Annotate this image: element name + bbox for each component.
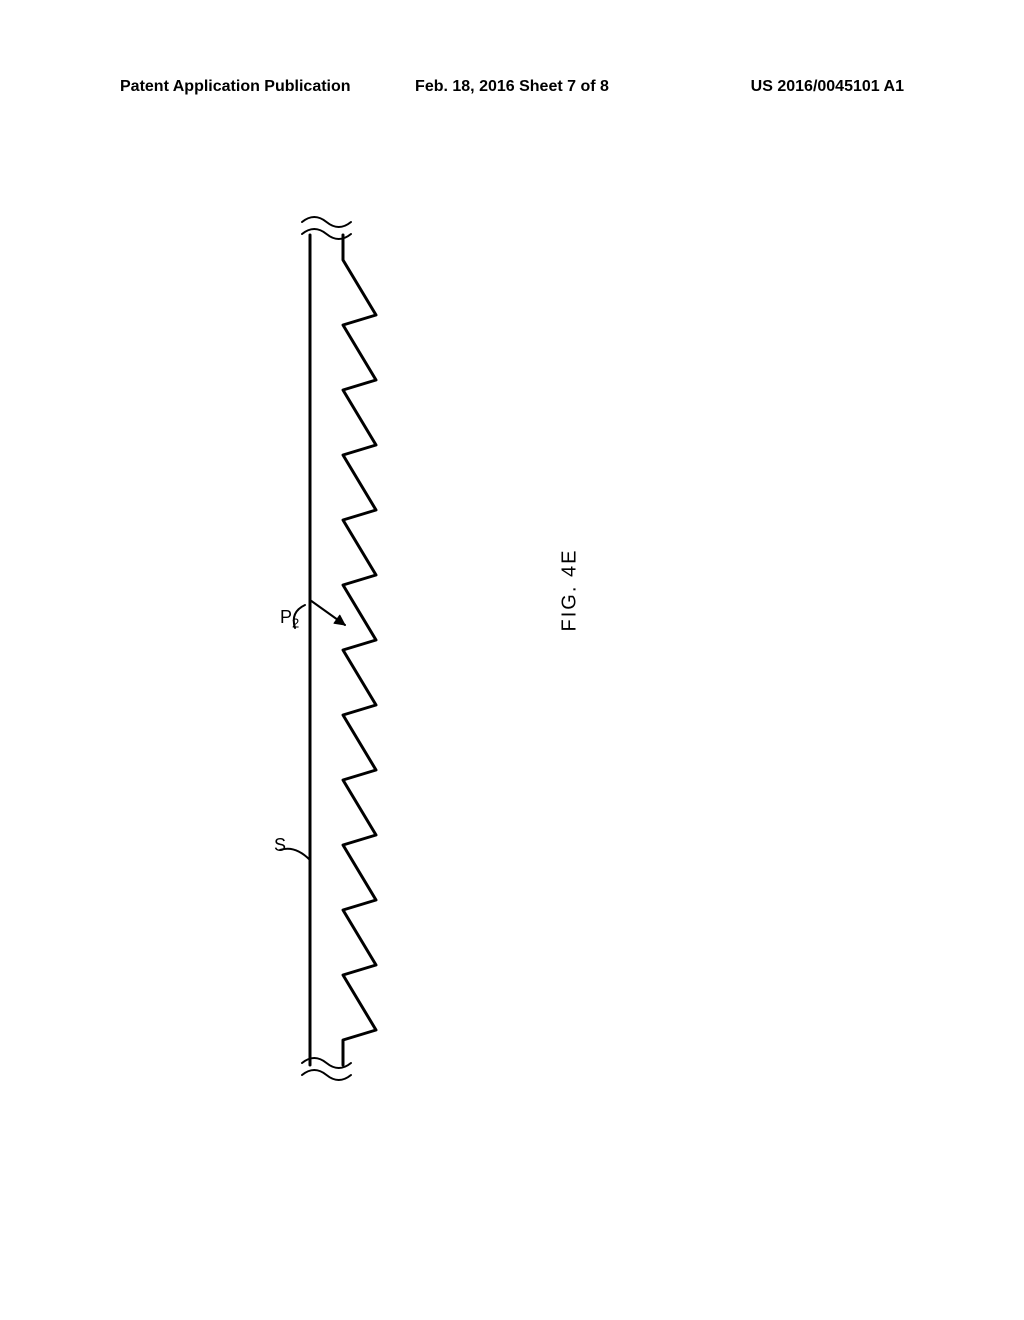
header-patent-number: US 2016/0045101 A1 bbox=[643, 78, 904, 96]
reference-label-p2: P2 bbox=[280, 607, 299, 631]
header-date-sheet: Feb. 18, 2016 Sheet 7 of 8 bbox=[381, 78, 642, 96]
header-publication: Patent Application Publication bbox=[120, 78, 381, 96]
patent-header: Patent Application Publication Feb. 18, … bbox=[0, 78, 1024, 96]
figure-label: FIG. 4E bbox=[559, 549, 582, 632]
figure-drawing bbox=[210, 180, 450, 1120]
reference-label-s: S bbox=[274, 835, 286, 856]
